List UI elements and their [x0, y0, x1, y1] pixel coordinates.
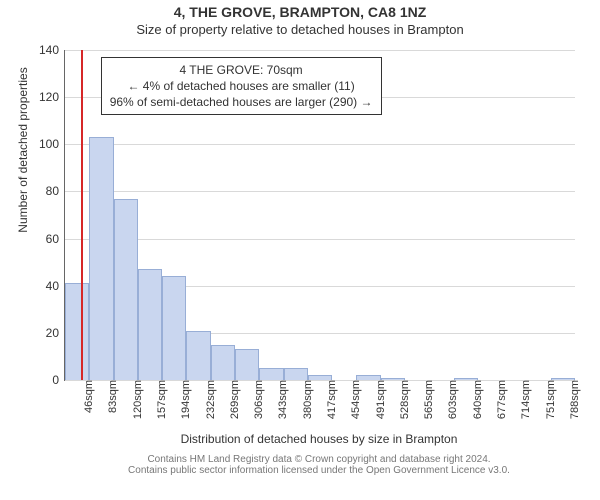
gridline [65, 191, 575, 192]
y-tick-label: 60 [46, 232, 65, 246]
y-tick-label: 100 [39, 137, 65, 151]
x-tick-label: 194sqm [178, 380, 192, 419]
annotation-line: 96% of semi-detached houses are larger (… [110, 94, 373, 110]
property-marker-line [81, 50, 83, 380]
x-axis-label: Distribution of detached houses by size … [64, 432, 574, 446]
y-tick-label: 140 [39, 43, 65, 57]
y-tick-label: 0 [52, 373, 65, 387]
x-tick-label: 343sqm [275, 380, 289, 419]
x-tick-label: 603sqm [445, 380, 459, 419]
bar [235, 349, 259, 380]
chart-title: Size of property relative to detached ho… [0, 22, 600, 37]
footer-line: Contains HM Land Registry data © Crown c… [64, 454, 574, 465]
annotation-line: 4 THE GROVE: 70sqm [110, 62, 373, 78]
bar [162, 276, 186, 380]
annotation-box: 4 THE GROVE: 70sqm← 4% of detached house… [101, 57, 382, 116]
x-tick-label: 491sqm [373, 380, 387, 419]
x-tick-label: 565sqm [421, 380, 435, 419]
plot-area: 02040608010012014046sqm83sqm120sqm157sqm… [64, 50, 575, 381]
gridline [65, 50, 575, 51]
x-tick-label: 677sqm [494, 380, 508, 419]
annotation-line: ← 4% of detached houses are smaller (11) [110, 78, 373, 94]
x-tick-label: 269sqm [227, 380, 241, 419]
x-tick-label: 788sqm [567, 380, 581, 419]
y-tick-label: 20 [46, 326, 65, 340]
x-tick-label: 714sqm [518, 380, 532, 419]
x-tick-label: 83sqm [105, 380, 119, 413]
x-tick-label: 417sqm [324, 380, 338, 419]
y-axis-label: Number of detached properties [16, 0, 30, 315]
x-tick-label: 120sqm [130, 380, 144, 419]
x-tick-label: 640sqm [470, 380, 484, 419]
y-tick-label: 40 [46, 279, 65, 293]
chart-container: { "title": { "text": "4, THE GROVE, BRAM… [0, 0, 600, 500]
bar [114, 199, 138, 381]
x-tick-label: 751sqm [543, 380, 557, 419]
bar [211, 345, 235, 380]
bar [186, 331, 210, 381]
x-tick-label: 46sqm [81, 380, 95, 413]
x-tick-label: 380sqm [300, 380, 314, 419]
y-tick-label: 80 [46, 184, 65, 198]
footer-line: Contains public sector information licen… [64, 465, 574, 476]
bar [138, 269, 162, 380]
chart-supertitle: 4, THE GROVE, BRAMPTON, CA8 1NZ [0, 4, 600, 20]
x-tick-label: 157sqm [154, 380, 168, 419]
x-tick-label: 454sqm [348, 380, 362, 419]
gridline [65, 144, 575, 145]
x-tick-label: 232sqm [203, 380, 217, 419]
bar [259, 368, 283, 380]
x-tick-label: 528sqm [397, 380, 411, 419]
attribution-footer: Contains HM Land Registry data © Crown c… [64, 454, 574, 476]
y-tick-label: 120 [39, 90, 65, 104]
bar [89, 137, 113, 380]
x-tick-label: 306sqm [251, 380, 265, 419]
gridline [65, 239, 575, 240]
bar [284, 368, 308, 380]
bar [65, 283, 89, 380]
